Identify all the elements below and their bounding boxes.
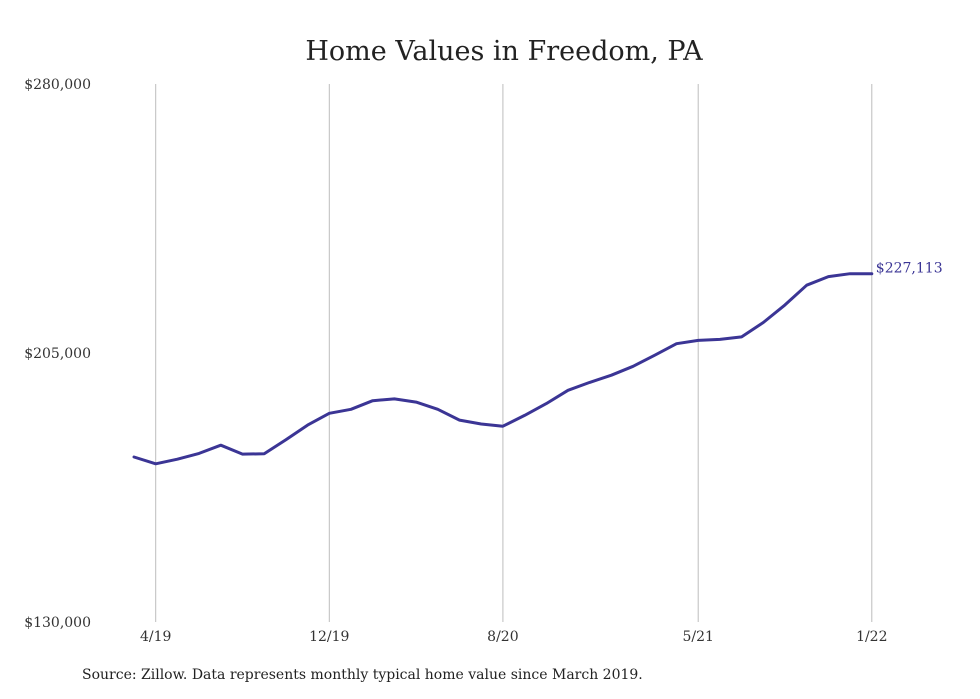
y-tick-label: $130,000 (24, 615, 91, 631)
y-axis: $280,000 $205,000 $130,000 (24, 77, 91, 631)
y-tick-label: $205,000 (24, 346, 91, 362)
y-tick-label: $280,000 (24, 77, 91, 93)
source-note: Source: Zillow. Data represents monthly … (82, 667, 643, 683)
x-tick-label: 4/19 (140, 629, 171, 645)
series-line (132, 272, 874, 466)
chart-title: Home Values in Freedom, PA (305, 36, 703, 67)
x-tick-label: 1/22 (856, 629, 887, 645)
series-group (132, 272, 874, 466)
x-axis: 4/19 12/19 8/20 5/21 1/22 (140, 629, 888, 645)
x-tick-label: 8/20 (487, 629, 518, 645)
gridlines (155, 84, 873, 622)
end-value-label: $227,113 (876, 261, 943, 277)
x-tick-label: 12/19 (309, 629, 349, 645)
x-tick-label: 5/21 (682, 629, 713, 645)
